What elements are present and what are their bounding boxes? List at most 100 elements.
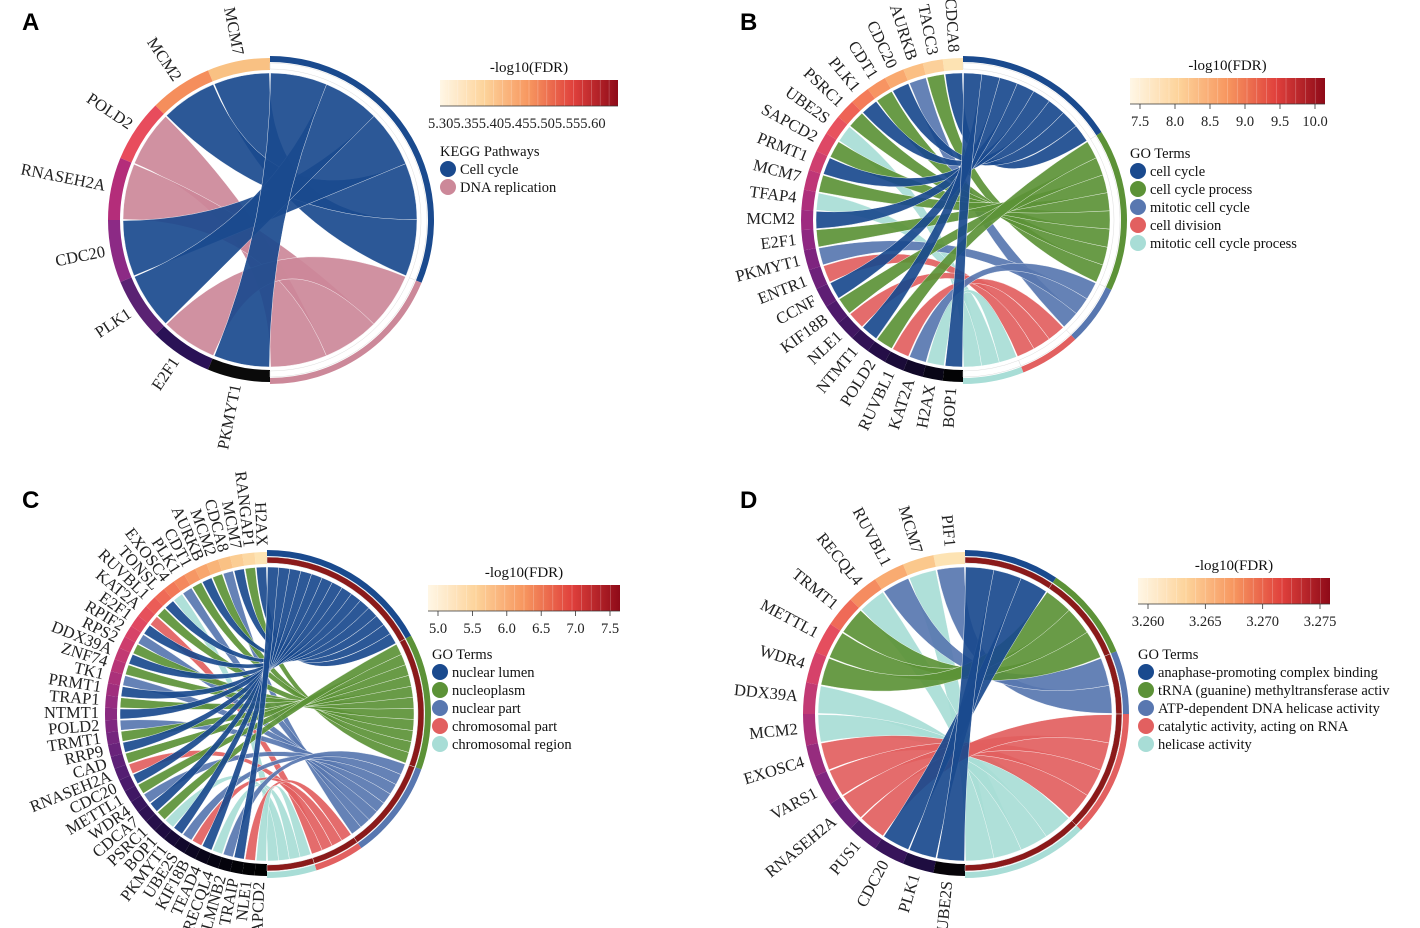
- term-arc-inner: [269, 277, 416, 378]
- gene-label: PLK1: [894, 872, 924, 915]
- gene-arc: [218, 556, 233, 571]
- gene-labels: H2AXRANGAP1MCM7CDCA8MCM2AURKBCDT1PLK1EXO…: [27, 470, 272, 928]
- ribbon: [222, 570, 362, 835]
- ribbon: [157, 644, 402, 820]
- gene-arc: [120, 105, 164, 163]
- legend-item-label: cell division: [1150, 218, 1222, 234]
- colorbar-tick: 3.265: [1189, 614, 1222, 630]
- term-arc-inner: [964, 820, 1077, 872]
- ribbon: [936, 566, 995, 862]
- term-arc-outer: [965, 825, 1081, 878]
- gene-label: TFAP4: [748, 182, 797, 207]
- ribbon: [119, 582, 343, 720]
- legend-item-label: cell cycle process: [1150, 182, 1253, 198]
- gene-arc: [208, 358, 270, 382]
- gene-label: EXOSC4: [741, 752, 806, 788]
- legend-title: KEGG Pathways: [440, 144, 540, 160]
- ribbon: [182, 587, 370, 828]
- gene-label: PLK1: [91, 304, 134, 342]
- gene-arc: [903, 63, 926, 81]
- gene-arc: [107, 671, 123, 686]
- colorbar: -log10(FDR) 7.5 8.0 8.5 9.0 9.5 10.0: [1130, 58, 1328, 130]
- colorbar-tick: 9.0: [1236, 114, 1254, 130]
- gene-arc: [815, 771, 841, 805]
- gene-arc: [816, 283, 837, 307]
- colorbar-tick: 7.5: [1131, 114, 1149, 130]
- colorbar-tick: 5.305.355.405.455.505.555.60: [428, 116, 606, 132]
- gene-label: CDC20: [54, 242, 107, 270]
- gene-label: MCM7: [895, 503, 927, 555]
- term-arc-outer: [965, 550, 1057, 583]
- gene-arc: [933, 861, 965, 876]
- term-arc-outer: [1110, 651, 1129, 714]
- legend-swatch: [1138, 700, 1154, 716]
- gene-arc: [254, 863, 267, 876]
- gene-label: TRAP1: [49, 686, 101, 709]
- gene-label: POLD2: [47, 716, 100, 739]
- ribbon: [944, 72, 983, 368]
- ribbon: [122, 577, 333, 753]
- gene-arc: [138, 606, 156, 624]
- gene-arc: [242, 862, 256, 876]
- gene-arc: [218, 857, 233, 872]
- gene-arc: [803, 169, 821, 192]
- colorbar-gradient: [1138, 578, 1330, 604]
- colorbar-tick: 8.5: [1201, 114, 1219, 130]
- ribbon: [838, 157, 1104, 314]
- ribbon: [150, 570, 312, 812]
- gene-arcs: [108, 58, 270, 382]
- ribbons: [119, 566, 415, 862]
- gene-arc: [874, 564, 908, 590]
- gene-arc: [838, 101, 861, 125]
- legend-swatch: [1130, 181, 1146, 197]
- term-arc-outer: [1076, 714, 1129, 830]
- colorbar: -log10(FDR) 5.305.355.405.455.505.555.60: [428, 60, 618, 132]
- gene-label: NTMT1: [44, 703, 99, 722]
- gene-label: E2F1: [147, 353, 183, 393]
- legend-swatch: [1130, 199, 1146, 215]
- gene-arc: [806, 652, 827, 685]
- legend-swatch: [432, 736, 448, 752]
- gene-arc: [884, 69, 908, 89]
- gene-arc: [154, 822, 172, 839]
- gene-arc: [107, 742, 123, 757]
- ribbon: [134, 84, 375, 324]
- ribbon: [125, 664, 415, 710]
- gene-label: MCM2: [748, 719, 798, 743]
- gene-arc: [826, 116, 848, 140]
- gene-arc: [903, 852, 936, 873]
- term-arc-outer: [1052, 577, 1117, 654]
- gene-arc: [816, 133, 837, 157]
- legend-swatch: [1138, 736, 1154, 752]
- colorbar: -log10(FDR) 5.0 5.5 6.0 6.5 7.0 7.5: [428, 565, 620, 637]
- gene-label: POLD2: [83, 89, 136, 133]
- ribbon: [182, 754, 402, 841]
- ribbon: [829, 77, 1018, 299]
- gene-arc: [108, 220, 132, 282]
- gene-arc: [230, 553, 245, 568]
- term-arcs: [266, 550, 431, 878]
- gene-label: CDC20: [852, 857, 893, 910]
- ribbon: [816, 174, 1108, 248]
- gene-label: MCM2: [746, 209, 795, 228]
- term-arc-outer: [314, 843, 362, 871]
- ribbon: [132, 573, 323, 784]
- ribbon: [244, 779, 352, 861]
- colorbar-title: -log10(FDR): [1188, 58, 1266, 74]
- gene-arc: [801, 189, 816, 211]
- legend-swatch: [432, 700, 448, 716]
- ribbon: [137, 634, 378, 820]
- term-arc-inner: [266, 857, 315, 872]
- gene-label: RNASEH2A: [761, 812, 840, 881]
- gene-arc: [106, 731, 120, 745]
- gene-arc: [867, 341, 891, 362]
- gene-arc: [206, 559, 222, 575]
- gene-arc: [146, 597, 163, 615]
- gene-arc: [852, 88, 875, 111]
- gene-label: PKMYT1: [213, 383, 245, 451]
- ribbon: [222, 750, 406, 858]
- panel-letter: B: [740, 9, 757, 36]
- gene-arc: [110, 659, 126, 675]
- gene-arc: [230, 860, 245, 875]
